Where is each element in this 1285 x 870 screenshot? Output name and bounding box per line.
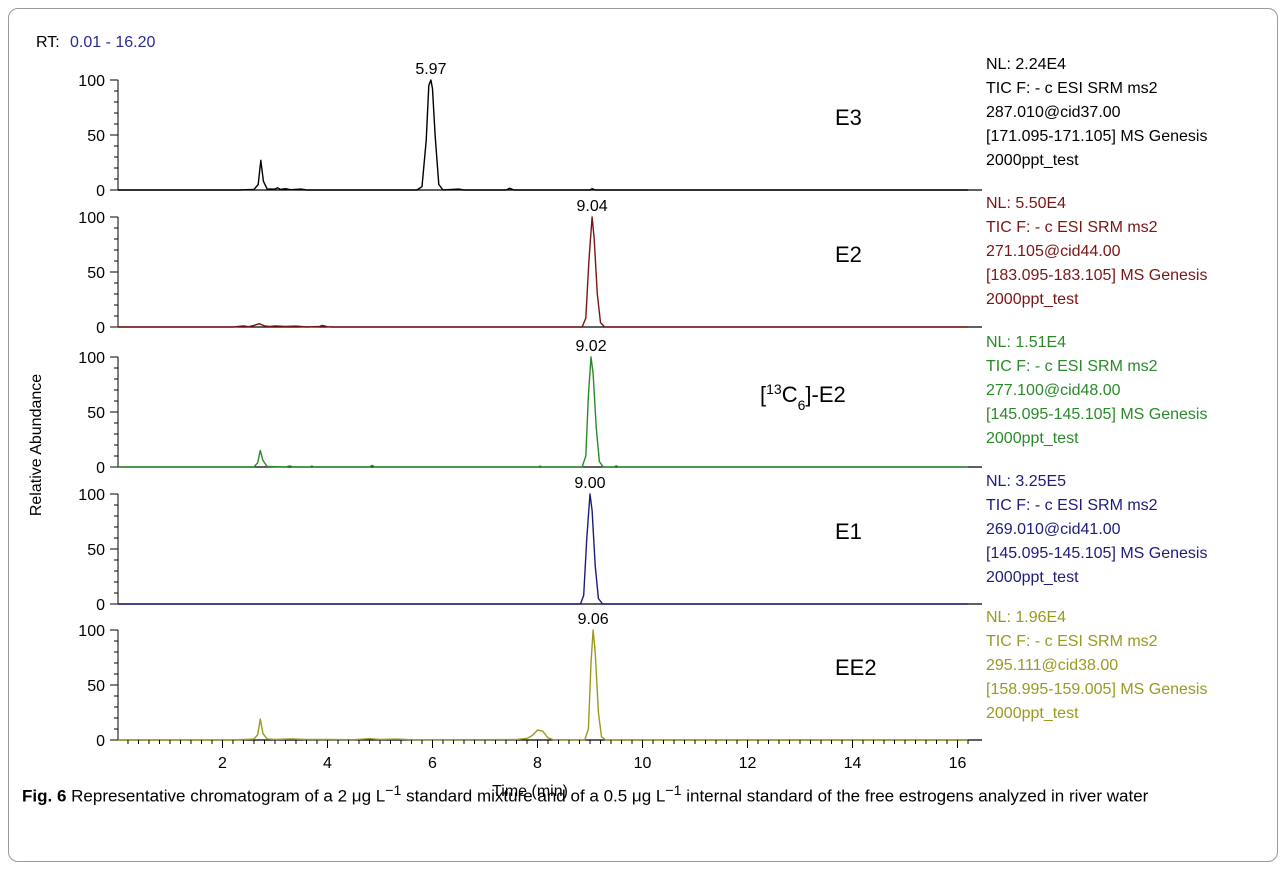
caption-text-3: internal standard of the free estrogens … bbox=[681, 786, 1149, 806]
info-line: [158.995-159.005] MS Genesis bbox=[986, 681, 1207, 698]
info-line: TIC F: - c ESI SRM ms2 bbox=[986, 80, 1158, 97]
y-tick-label: 50 bbox=[87, 678, 105, 695]
series-trace-5 bbox=[118, 629, 968, 741]
y-tick-label: 100 bbox=[78, 487, 105, 504]
panel-3: 0 50 100 9.02 [13C6]-E2 NL: 1.51E4 TIC F: - c … bbox=[78, 334, 1207, 477]
info-line: NL: 3.25E5 bbox=[986, 473, 1066, 490]
info-line: 287.010@cid37.00 bbox=[986, 104, 1121, 121]
info-line: 277.100@cid48.00 bbox=[986, 382, 1121, 399]
x-tick-label: 4 bbox=[323, 755, 332, 772]
series-trace-3 bbox=[118, 356, 968, 468]
panel-2: 0 50 100 9.04 E2 NL: 5.50E4 TIC F: - c ESI SRM… bbox=[78, 195, 1207, 337]
info-line: TIC F: - c ESI SRM ms2 bbox=[986, 219, 1158, 236]
x-tick-label: 6 bbox=[428, 755, 437, 772]
info-line: 295.111@cid38.00 bbox=[986, 657, 1118, 674]
y-tick-label: 100 bbox=[78, 210, 105, 227]
caption-fig-label: Fig. 6 bbox=[22, 786, 67, 806]
info-line: 2000ppt_test bbox=[986, 569, 1079, 586]
info-line: 2000ppt_test bbox=[986, 430, 1079, 447]
panel-1: 0 50 100 5.97 E3 NL: 2.24E4 TIC F: - c ESI SRM… bbox=[78, 56, 1207, 200]
y-tick-label: 100 bbox=[78, 73, 105, 90]
y-tick-label: 0 bbox=[96, 733, 105, 750]
info-line: TIC F: - c ESI SRM ms2 bbox=[986, 633, 1158, 650]
caption-text-2: standard mixture and of a 0.5 μg L bbox=[401, 786, 666, 806]
series-trace-4 bbox=[118, 493, 968, 605]
info-line: NL: 1.51E4 bbox=[986, 334, 1066, 351]
compound-label: E2 bbox=[835, 242, 862, 267]
panel-4: 0 50 100 9.00 E1 NL: 3.25E5 TIC F: - c ESI SRM… bbox=[78, 473, 1207, 614]
peak-label: 9.00 bbox=[574, 475, 605, 492]
y-axis-label: Relative Abundance bbox=[28, 374, 45, 516]
x-tick-label: 14 bbox=[844, 755, 862, 772]
y-tick-label: 0 bbox=[96, 183, 105, 200]
info-line: 2000ppt_test bbox=[986, 291, 1079, 308]
y-tick-label: 0 bbox=[96, 320, 105, 337]
figure-frame bbox=[8, 8, 1278, 862]
x-tick-label: 12 bbox=[739, 755, 757, 772]
series-trace-1 bbox=[118, 79, 968, 191]
y-tick-label: 50 bbox=[87, 128, 105, 145]
info-line: [171.095-171.105] MS Genesis bbox=[986, 128, 1207, 145]
x-axis: 2 4 6 8 10 12 14 16 bbox=[127, 740, 969, 772]
rt-label: RT: bbox=[36, 34, 60, 51]
info-line: NL: 5.50E4 bbox=[986, 195, 1066, 212]
info-line: 2000ppt_test bbox=[986, 152, 1079, 169]
y-tick-label: 50 bbox=[87, 265, 105, 282]
x-tick-label: 2 bbox=[218, 755, 227, 772]
info-line: 271.105@cid44.00 bbox=[986, 243, 1121, 260]
y-tick-label: 100 bbox=[78, 623, 105, 640]
info-line: TIC F: - c ESI SRM ms2 bbox=[986, 358, 1158, 375]
series-trace-2 bbox=[118, 216, 968, 328]
compound-label: [13C6]-E2 bbox=[760, 381, 846, 413]
info-line: [145.095-145.105] MS Genesis bbox=[986, 545, 1207, 562]
panel-5: 0 50 100 9.06 EE2 NL: 1.96E4 TIC F: - c ESI SR… bbox=[78, 609, 1207, 750]
y-tick-label: 100 bbox=[78, 350, 105, 367]
info-line: NL: 2.24E4 bbox=[986, 56, 1066, 73]
peak-label: 5.97 bbox=[415, 61, 446, 78]
peak-label: 9.06 bbox=[578, 611, 609, 628]
x-axis-label: Time (min) bbox=[492, 783, 568, 800]
peak-label: 9.02 bbox=[575, 338, 606, 355]
x-tick-label: 10 bbox=[634, 755, 652, 772]
compound-label: E1 bbox=[835, 519, 862, 544]
info-line: 269.010@cid41.00 bbox=[986, 521, 1121, 538]
x-tick-label: 8 bbox=[533, 755, 542, 772]
caption-text-1: Representative chromatogram of a 2 μg L bbox=[66, 786, 386, 806]
rt-range: 0.01 - 16.20 bbox=[70, 34, 156, 51]
info-line: NL: 1.96E4 bbox=[986, 609, 1066, 626]
y-tick-label: 0 bbox=[96, 597, 105, 614]
caption-sup-1: −1 bbox=[385, 783, 402, 799]
y-tick-label: 0 bbox=[96, 460, 105, 477]
y-tick-label: 50 bbox=[87, 405, 105, 422]
caption-sup-2: −1 bbox=[665, 783, 682, 799]
compound-label: EE2 bbox=[835, 655, 877, 680]
figure-caption: Fig. 6 Representative chromatogram of a … bbox=[22, 779, 1267, 809]
x-tick-label: 16 bbox=[949, 755, 967, 772]
info-line: [183.095-183.105] MS Genesis bbox=[986, 267, 1207, 284]
info-line: TIC F: - c ESI SRM ms2 bbox=[986, 497, 1158, 514]
peak-label: 9.04 bbox=[577, 198, 608, 215]
info-line: [145.095-145.105] MS Genesis bbox=[986, 406, 1207, 423]
info-line: 2000ppt_test bbox=[986, 705, 1079, 722]
y-tick-label: 50 bbox=[87, 542, 105, 559]
compound-label: E3 bbox=[835, 105, 862, 130]
